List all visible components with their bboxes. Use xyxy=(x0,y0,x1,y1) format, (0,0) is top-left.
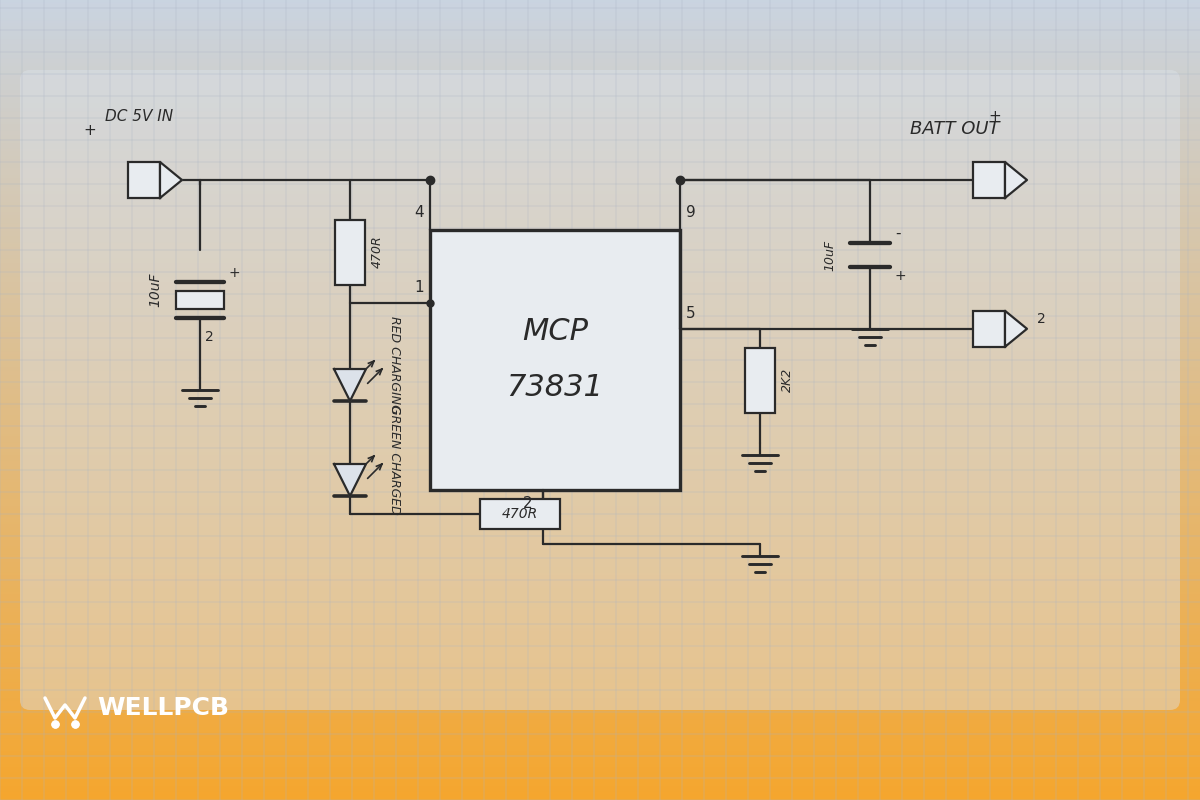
Bar xyxy=(430,230,680,490)
Text: 470R: 470R xyxy=(502,507,538,521)
Text: 73831: 73831 xyxy=(506,374,604,402)
Bar xyxy=(973,310,1006,347)
Text: 470R: 470R xyxy=(371,236,384,268)
Polygon shape xyxy=(1006,310,1027,347)
Polygon shape xyxy=(160,162,182,198)
Bar xyxy=(745,347,775,413)
Text: +: + xyxy=(84,123,96,138)
Text: 2: 2 xyxy=(205,330,214,344)
Text: 2K2: 2K2 xyxy=(781,368,794,392)
Text: MCP: MCP xyxy=(522,318,588,346)
Bar xyxy=(480,499,560,529)
Text: +: + xyxy=(229,266,241,280)
Text: 1: 1 xyxy=(414,280,424,295)
Bar xyxy=(128,162,160,198)
Text: 5: 5 xyxy=(686,306,696,321)
Text: BATT OUT: BATT OUT xyxy=(911,120,1000,138)
Text: 4: 4 xyxy=(414,205,424,220)
Text: +: + xyxy=(895,269,907,283)
Text: +: + xyxy=(989,109,1001,124)
Bar xyxy=(973,162,1006,198)
Text: RED CHARGING: RED CHARGING xyxy=(389,316,401,414)
Text: 10uF: 10uF xyxy=(823,239,836,270)
FancyBboxPatch shape xyxy=(20,70,1180,710)
Text: 2: 2 xyxy=(523,496,533,511)
Text: DC 5V IN: DC 5V IN xyxy=(106,109,173,124)
Text: 9: 9 xyxy=(686,205,696,220)
Text: 2: 2 xyxy=(1037,312,1045,326)
Polygon shape xyxy=(334,464,366,496)
Polygon shape xyxy=(334,369,366,401)
Text: 10uF: 10uF xyxy=(148,273,162,307)
Text: WELLPCB: WELLPCB xyxy=(97,696,229,720)
Polygon shape xyxy=(1006,162,1027,198)
Text: GREEN CHARGED: GREEN CHARGED xyxy=(389,405,401,515)
Bar xyxy=(335,219,365,285)
Bar xyxy=(176,291,224,309)
Text: -: - xyxy=(895,226,900,241)
